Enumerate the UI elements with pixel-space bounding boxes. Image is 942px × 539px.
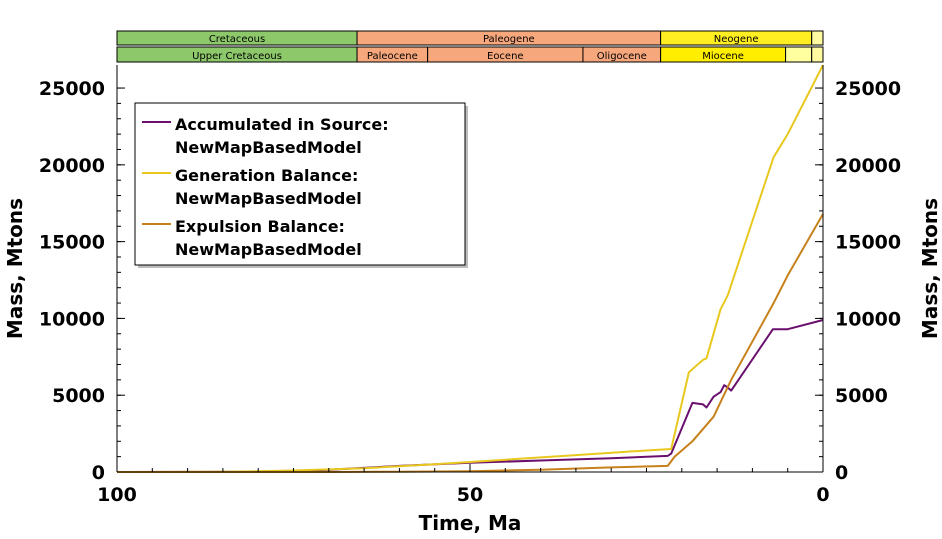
epoch-label-3: Eocene — [487, 51, 524, 62]
x-tick-label: 50 — [457, 484, 483, 506]
legend-label-2-line-1: Generation Balance: — [175, 166, 358, 185]
series-line-2 — [116, 64, 824, 473]
legend-label-1-line-1: Accumulated in Source: — [175, 115, 389, 134]
legend-label-3-line-1: Expulsion Balance: — [175, 217, 345, 236]
y-tick-label-left: 20000 — [39, 155, 105, 177]
y-tick-label-left: 5000 — [52, 385, 105, 407]
period-label-1: Cretaceous — [209, 34, 265, 45]
x-axis-title: Time, Ma — [419, 511, 522, 535]
y-tick-label-right: 20000 — [835, 155, 901, 177]
y-axis-title-right: Mass, Mtons — [918, 198, 942, 339]
geologic-timescale: Cretaceous Paleogene Neogene Upper Cretaceo… — [116, 30, 824, 63]
x-tick-label: 0 — [816, 484, 829, 506]
legend-label-3-line-2: NewMapBasedModel — [175, 240, 362, 259]
epoch-label-4: Oligocene — [597, 51, 647, 62]
period-label-3: Neogene — [714, 34, 759, 45]
y-tick-label-right: 10000 — [835, 308, 901, 330]
legend: Accumulated in Source: NewMapBasedModel Ge… — [134, 102, 468, 268]
legend-box — [134, 102, 466, 266]
epoch-label-1: Upper Cretaceous — [192, 51, 282, 62]
epoch-label-2: Paleocene — [367, 51, 418, 62]
epoch-band-7 — [811, 46, 824, 63]
y-tick-label-left: 15000 — [39, 232, 105, 254]
y-tick-label-left: 25000 — [39, 78, 105, 100]
x-tick-label: 100 — [97, 484, 137, 506]
y-tick-label-right: 25000 — [835, 78, 901, 100]
y-tick-label-right: 5000 — [835, 385, 888, 407]
y-tick-label-right: 0 — [835, 462, 848, 484]
legend-label-2-line-2: NewMapBasedModel — [175, 189, 362, 208]
period-label-2: Paleogene — [483, 34, 535, 45]
epoch-label-5: Miocene — [702, 51, 744, 62]
y-tick-label-left: 0 — [92, 462, 105, 484]
epoch-band-6 — [785, 46, 813, 63]
legend-label-1-line-2: NewMapBasedModel — [175, 138, 362, 157]
y-tick-label-right: 15000 — [835, 232, 901, 254]
period-band-4 — [811, 30, 824, 46]
y-axis-title-left: Mass, Mtons — [3, 198, 27, 339]
y-tick-label-left: 10000 — [39, 308, 105, 330]
